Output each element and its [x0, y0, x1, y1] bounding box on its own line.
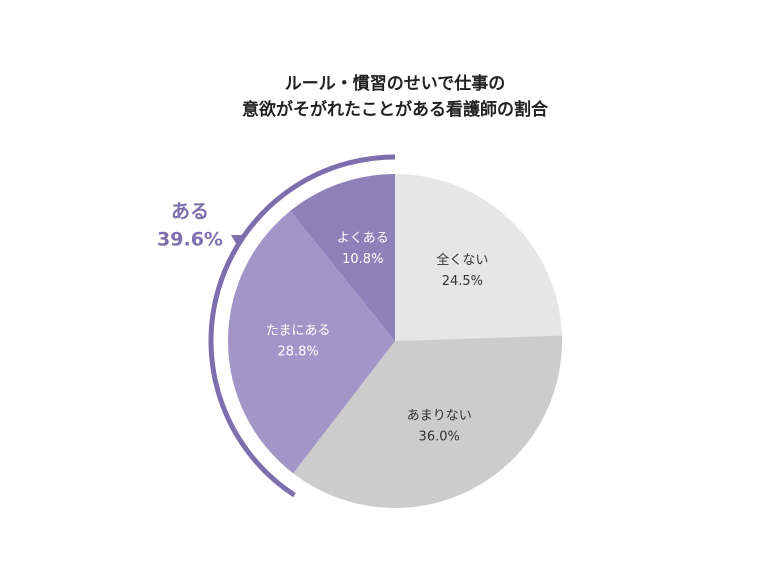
slice-label: たまにある	[266, 324, 331, 339]
pie-slice	[395, 174, 562, 341]
annotation-arc	[208, 154, 396, 498]
slice-label: よくある	[337, 231, 389, 246]
pie-slice	[228, 210, 395, 474]
chart-title: 意欲がそがれたことがある看護師の割合	[242, 99, 549, 120]
slice-label: 全くない	[436, 252, 488, 268]
slice-value: 24.5%	[442, 274, 483, 289]
slice-label: あまりない	[407, 409, 472, 424]
pie-slice	[293, 335, 562, 508]
slice-value: 28.8%	[277, 345, 318, 360]
chart-title: ルール・慣習のせいで仕事の	[285, 73, 506, 94]
annotation-arrow	[231, 235, 245, 247]
slice-value: 10.8%	[342, 252, 383, 267]
slice-value: 36.0%	[419, 430, 460, 445]
annotation-text: ある	[171, 201, 209, 223]
pie-slice	[290, 174, 395, 341]
annotation-value: 39.6%	[157, 229, 223, 251]
